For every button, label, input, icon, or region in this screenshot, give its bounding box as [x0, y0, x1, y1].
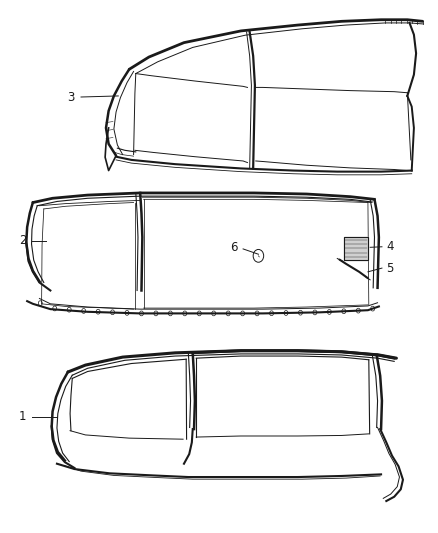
Text: 4: 4 [386, 240, 394, 253]
Polygon shape [344, 237, 368, 260]
Text: 2: 2 [19, 235, 26, 247]
Text: 6: 6 [230, 241, 237, 254]
Text: 3: 3 [67, 91, 74, 103]
Text: 5: 5 [386, 262, 394, 274]
Text: 1: 1 [19, 410, 26, 423]
